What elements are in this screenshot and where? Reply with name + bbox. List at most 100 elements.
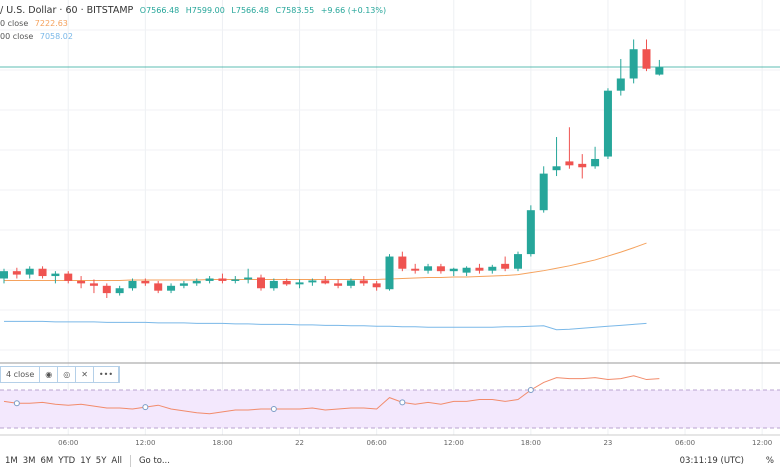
candle (591, 158, 600, 167)
time-tick-label: 12:00 (135, 439, 156, 447)
time-tick-label: 18:00 (212, 439, 233, 447)
divider (129, 455, 131, 467)
percent-toggle[interactable]: % (765, 456, 774, 466)
candle (385, 256, 394, 290)
range-6m[interactable]: 6M (40, 456, 54, 466)
rsi-marker (399, 399, 406, 406)
candle (565, 161, 574, 166)
time-tick-label: 12:00 (752, 439, 773, 447)
ma2-label: 00 close (0, 32, 34, 41)
range-3m[interactable]: 3M (22, 456, 36, 466)
ma1-value: 7222.63 (34, 19, 68, 28)
candle (526, 210, 535, 255)
rsi-marker (13, 400, 20, 407)
candle (64, 273, 73, 281)
candle (218, 278, 227, 281)
candle (436, 266, 445, 272)
rsi-marker (527, 387, 534, 393)
time-tick-label: 12:00 (443, 439, 464, 447)
candle (603, 90, 612, 157)
ohlc-low: L7566.48 (231, 6, 269, 15)
time-tick-label: 06:00 (366, 439, 387, 447)
candle (51, 273, 60, 277)
candle (488, 266, 497, 271)
more-icon[interactable]: ••• (94, 367, 120, 382)
bottom-toolbar: 1M 3M 6M YTD 1Y 5Y All Go to... (0, 452, 780, 470)
candle (424, 266, 433, 271)
candle (642, 49, 651, 69)
symbol-legend: / U.S. Dollar · 60 · BITSTAMP O7566.48 H… (0, 5, 386, 16)
range-5y[interactable]: 5Y (95, 456, 107, 466)
candle (449, 268, 458, 272)
ma2-value: 7058.02 (39, 32, 73, 41)
candle (192, 280, 201, 284)
candle (411, 268, 420, 271)
candle (154, 283, 163, 291)
candle (128, 280, 137, 289)
symbol-title: / U.S. Dollar · 60 · BITSTAMP (0, 5, 134, 16)
candle (179, 283, 188, 286)
candle (321, 280, 330, 284)
ma1-line (4, 242, 647, 281)
ma2-line (4, 320, 647, 331)
time-tick-label: 23 (603, 439, 613, 447)
range-all[interactable]: All (111, 456, 122, 466)
candle (359, 280, 368, 284)
time-tick-label: 22 (295, 439, 305, 447)
candle (141, 280, 150, 284)
rsi-band (0, 390, 780, 428)
chart-canvas[interactable] (0, 0, 780, 452)
ohlc-open: O7566.48 (139, 6, 180, 15)
range-1m[interactable]: 1M (5, 456, 18, 466)
candle (629, 49, 638, 79)
settings-icon[interactable]: ◎ (58, 367, 77, 382)
clock[interactable]: 03:11:19 (UTC) (679, 456, 744, 466)
candle (12, 271, 21, 275)
candle (372, 283, 381, 288)
candle (346, 280, 355, 286)
candle (616, 78, 625, 91)
range-ytd[interactable]: YTD (58, 456, 76, 466)
candle (475, 267, 484, 271)
time-tick-label: 06:00 (674, 439, 696, 447)
rsi-line (3, 375, 660, 415)
rsi-marker (270, 406, 277, 412)
candle (38, 268, 47, 277)
candle (539, 173, 548, 211)
ohlc-change: +9.66 (+0.13%) (320, 6, 387, 15)
candle (102, 285, 111, 294)
close-icon[interactable]: ✕ (76, 367, 94, 382)
candle (231, 279, 240, 281)
candle (308, 280, 317, 283)
candle (514, 254, 522, 269)
candle (578, 163, 587, 168)
time-tick-label: 06:00 (58, 439, 79, 447)
candle (89, 283, 98, 286)
rsi-legend: 4 close ◉ ◎ ✕ ••• (0, 366, 121, 383)
goto-button[interactable]: Go to... (138, 456, 170, 466)
candle (205, 278, 214, 281)
range-1y[interactable]: 1Y (80, 456, 91, 466)
candle (334, 283, 343, 286)
candle (501, 263, 510, 269)
candle (462, 267, 471, 273)
ma1-label: 0 close (0, 19, 29, 28)
candle (552, 166, 561, 171)
eye-icon[interactable]: ◉ (40, 367, 59, 382)
ma1-legend[interactable]: 0 close 7222.63 (0, 19, 68, 28)
ohlc-high: H7599.00 (185, 6, 225, 15)
candle (269, 280, 278, 289)
candle (25, 268, 34, 275)
candle (655, 67, 664, 75)
rsi-marker (142, 404, 149, 411)
candle (167, 285, 176, 291)
candle (257, 277, 265, 289)
candle (282, 280, 291, 285)
candle (295, 282, 304, 285)
rsi-label: 4 close (1, 367, 41, 382)
candle (398, 256, 407, 269)
ma2-legend[interactable]: 00 close 7058.02 (0, 32, 73, 41)
candle (115, 288, 124, 294)
ohlc-close: C7583.55 (275, 6, 315, 15)
time-tick-label: 18:00 (520, 439, 541, 447)
